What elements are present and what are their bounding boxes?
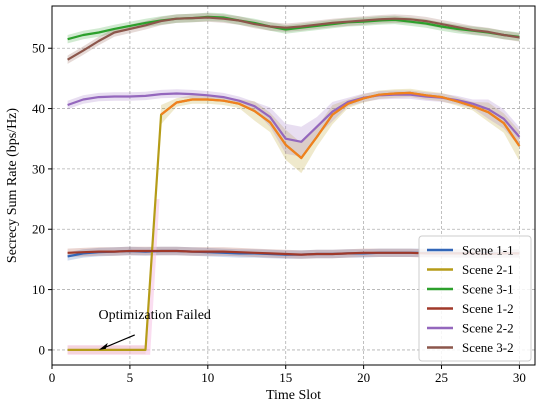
plot-frame <box>51 5 536 366</box>
x-tick-label: 15 <box>279 370 292 385</box>
legend-label: Scene 1-1 <box>462 243 514 258</box>
x-tick-label: 30 <box>513 370 526 385</box>
x-tick-label: 25 <box>435 370 448 385</box>
y-tick-label: 20 <box>32 222 45 237</box>
legend-box <box>418 235 532 362</box>
y-tick-label: 30 <box>32 161 45 176</box>
line-scene-2-1-recovered <box>160 91 521 160</box>
annotation-arrowhead <box>98 342 108 350</box>
line-scene-3-1 <box>67 15 520 41</box>
legend-label: Scene 3-1 <box>462 282 514 297</box>
y-tick-label: 0 <box>39 342 46 357</box>
y-axis-label: Secrecy Sum Rate (bps/Hz) <box>5 108 20 263</box>
band-scene-2-1 <box>67 88 520 355</box>
band-scene-3-2 <box>67 13 520 64</box>
y-tick-label: 10 <box>32 282 45 297</box>
band-scene-1-2 <box>67 246 520 259</box>
annotation: Optimization Failed <box>99 308 211 350</box>
legend-label: Scene 2-2 <box>462 321 514 336</box>
axis-ticks: 0 5 10 15 20 25 30 0 10 20 30 40 50 <box>32 41 526 385</box>
annotation-arrow <box>103 334 135 349</box>
legend-label: Scene 1-2 <box>462 301 514 316</box>
legend: Scene 1-1 Scene 2-1 Scene 3-1 Scene 1-2 Scen… <box>418 235 532 362</box>
y-tick-label: 50 <box>32 41 45 56</box>
x-tick-label: 10 <box>201 370 214 385</box>
y-tick-label: 40 <box>32 101 45 116</box>
legend-label: Scene 2-1 <box>462 262 514 277</box>
annotation-text: Optimization Failed <box>99 308 211 323</box>
x-tick-label: 0 <box>49 370 56 385</box>
band-failure-region <box>67 199 160 355</box>
x-tick-label: 20 <box>357 370 370 385</box>
line-scene-3-2 <box>67 16 520 61</box>
x-axis-label: Time Slot <box>266 388 321 403</box>
x-tick-label: 5 <box>127 370 134 385</box>
legend-label: Scene 3-2 <box>462 340 514 355</box>
